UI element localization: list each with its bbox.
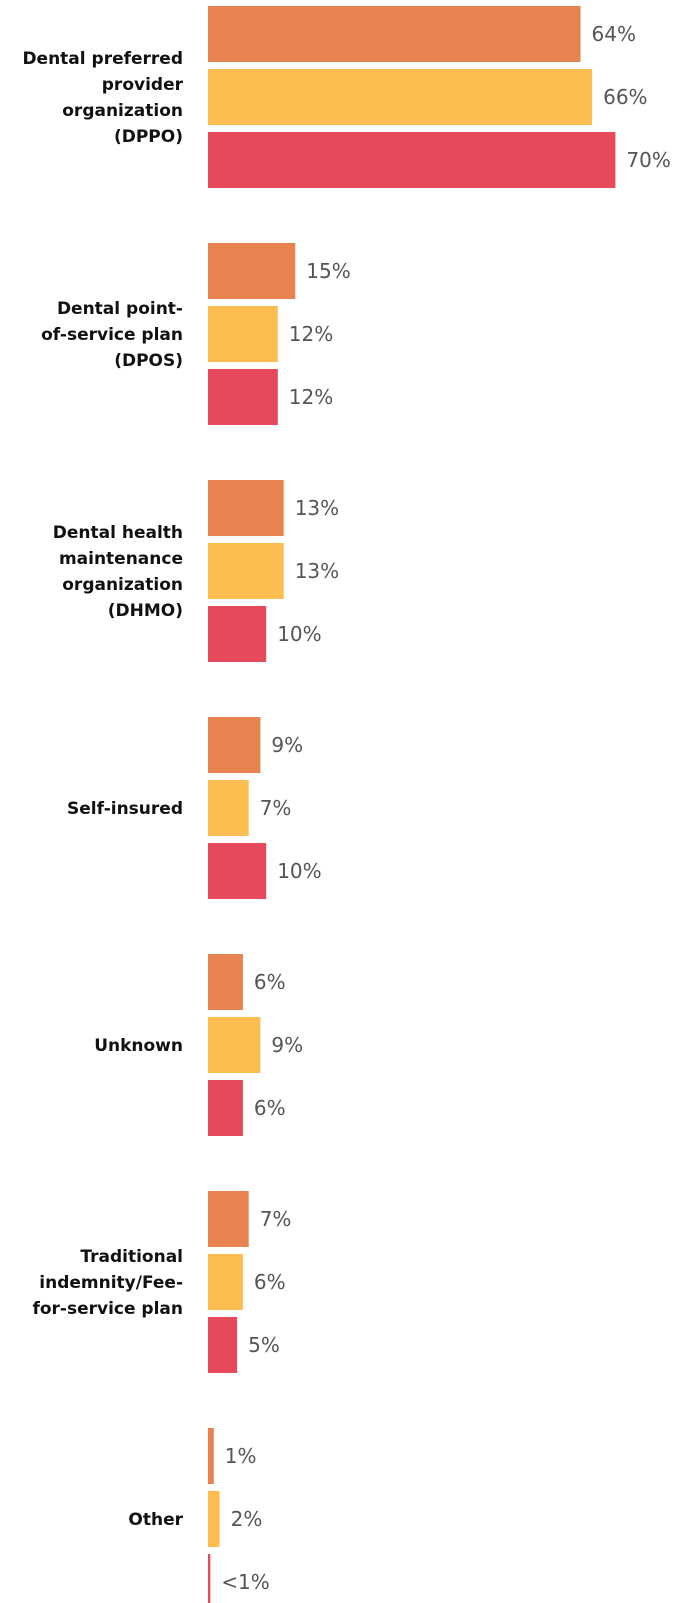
bar [208, 6, 581, 62]
category-label: Dental point-of-service plan (DPOS) [41, 299, 183, 371]
bar [208, 369, 278, 425]
bar [208, 780, 249, 836]
bar-group: 6% 9% 6% Unknown [94, 954, 303, 1136]
category-label-line: (DHMO) [108, 601, 183, 621]
bar [208, 69, 593, 125]
value-label: 7% [260, 796, 292, 820]
value-label: 6% [254, 1096, 286, 1120]
bar [208, 480, 284, 536]
bar [208, 1017, 261, 1073]
value-label: 13% [295, 496, 339, 520]
category-label-line: maintenance [59, 549, 183, 569]
bar [208, 1080, 243, 1136]
category-label-line: Dental preferred [22, 49, 183, 69]
category-label: Other [128, 1510, 183, 1530]
category-label-line: (DPPO) [114, 127, 183, 147]
bar [208, 243, 296, 299]
category-label-line: (DPOS) [114, 351, 183, 371]
value-label: 10% [277, 622, 321, 646]
bar-group: 15% 12% 12% Dental point-of-service plan (DP… [41, 243, 351, 425]
value-label: 12% [289, 322, 333, 346]
category-label: Dental health maintenance organization (DHM… [53, 523, 183, 621]
category-label-line: Traditional [80, 1247, 183, 1267]
category-label-line: of-service plan [41, 325, 183, 345]
value-label: 9% [271, 1033, 303, 1057]
category-label-line: Unknown [94, 1036, 183, 1056]
bar-group: 13% 13% 10% Dental health maintenance organiz… [53, 480, 339, 662]
bar [208, 1191, 249, 1247]
category-label-line: Self-insured [67, 799, 183, 819]
bar [208, 954, 243, 1010]
bar-group: 9% 7% 10% Self-insured [67, 717, 322, 899]
bar [208, 606, 267, 662]
bar [208, 1254, 243, 1310]
category-label-line: Dental point- [57, 299, 183, 319]
value-label: 10% [277, 859, 321, 883]
bar [208, 1491, 220, 1547]
category-label: Unknown [94, 1036, 183, 1056]
bar [208, 843, 267, 899]
value-label: <1% [221, 1570, 269, 1594]
category-label: Self-insured [67, 799, 183, 819]
category-label-line: organization [62, 575, 183, 595]
bar-group: 7% 6% 5% Traditional indemnity/Fee-for-servi… [32, 1191, 291, 1373]
category-label-line: provider [102, 75, 184, 95]
value-label: 64% [592, 22, 636, 46]
bar [208, 1317, 238, 1373]
value-label: 15% [306, 259, 350, 283]
category-label: Dental preferred provider organization (DPP… [22, 49, 183, 147]
category-label-line: for-service plan [32, 1299, 183, 1319]
value-label: 9% [271, 733, 303, 757]
value-label: 2% [231, 1507, 263, 1531]
value-label: 6% [254, 1270, 286, 1294]
bar-group: 1% 2% <1% Other [128, 1428, 270, 1603]
value-label: 5% [248, 1333, 280, 1357]
bar-group: 64% 66% 70% Dental preferred provider organiz… [22, 6, 671, 188]
category-label: Traditional indemnity/Fee-for-service pla… [32, 1247, 183, 1319]
value-label: 1% [225, 1444, 257, 1468]
value-label: 7% [260, 1207, 292, 1231]
bar [208, 717, 261, 773]
bar [208, 132, 616, 188]
value-label: 12% [289, 385, 333, 409]
category-label-line: organization [62, 101, 183, 121]
category-label-line: Other [128, 1510, 183, 1530]
bar [208, 543, 284, 599]
bar [208, 1554, 211, 1603]
category-label-line: indemnity/Fee- [39, 1273, 183, 1293]
bar [208, 1428, 214, 1484]
value-label: 66% [603, 85, 647, 109]
category-label-line: Dental health [53, 523, 183, 543]
value-label: 13% [295, 559, 339, 583]
value-label: 6% [254, 970, 286, 994]
bar [208, 306, 278, 362]
value-label: 70% [626, 148, 670, 172]
